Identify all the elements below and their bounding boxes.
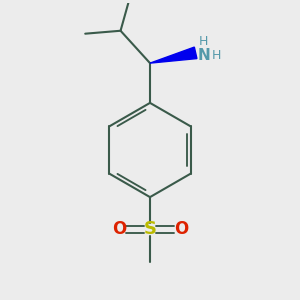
Polygon shape: [150, 47, 197, 63]
Text: H: H: [212, 49, 221, 62]
Text: S: S: [143, 220, 157, 238]
Text: H: H: [199, 35, 208, 48]
Text: O: O: [174, 220, 188, 238]
Text: O: O: [112, 220, 126, 238]
Text: N: N: [197, 48, 210, 63]
